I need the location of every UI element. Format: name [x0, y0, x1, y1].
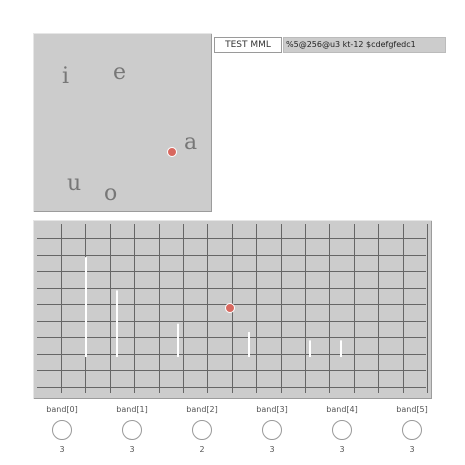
band-label: band[3]	[256, 405, 288, 414]
equalizer-bar	[309, 340, 311, 357]
band-label: band[1]	[116, 405, 148, 414]
equalizer-bar	[177, 323, 179, 357]
vowel-o-label: o	[104, 181, 118, 206]
band-knob[interactable]	[192, 420, 212, 440]
band-value: 3	[339, 445, 345, 454]
equalizer-bar	[248, 332, 250, 357]
band-knob[interactable]	[52, 420, 72, 440]
vowel-e-label: e	[113, 60, 127, 85]
band-knob[interactable]	[122, 420, 142, 440]
band-knob[interactable]	[402, 420, 422, 440]
vowel-i-label: i	[62, 64, 70, 89]
equalizer-panel[interactable]	[33, 220, 432, 399]
band-value: 3	[409, 445, 415, 454]
vowel-u-label: u	[67, 171, 82, 196]
equalizer-bar	[85, 257, 87, 357]
test-mml-button[interactable]: TEST MML	[214, 37, 282, 53]
vowel-pad[interactable]: i e a u o	[33, 33, 212, 212]
band-label: band[0]	[46, 405, 78, 414]
band-label: band[2]	[186, 405, 218, 414]
band-value: 2	[199, 445, 205, 454]
band-value: 3	[129, 445, 135, 454]
equalizer-bar	[340, 340, 342, 357]
mml-input[interactable]: %5@256@u3 kt-12 $cdefgfedc1	[283, 37, 446, 53]
band-knob[interactable]	[262, 420, 282, 440]
band-label: band[4]	[326, 405, 358, 414]
band-value: 3	[59, 445, 65, 454]
vowel-a-label: a	[184, 130, 198, 155]
band-value: 3	[269, 445, 275, 454]
band-label: band[5]	[396, 405, 428, 414]
vowel-pad-cursor-handle[interactable]	[167, 147, 177, 157]
equalizer-bar	[116, 290, 118, 357]
equalizer-cursor-handle[interactable]	[225, 303, 235, 313]
band-knob[interactable]	[332, 420, 352, 440]
